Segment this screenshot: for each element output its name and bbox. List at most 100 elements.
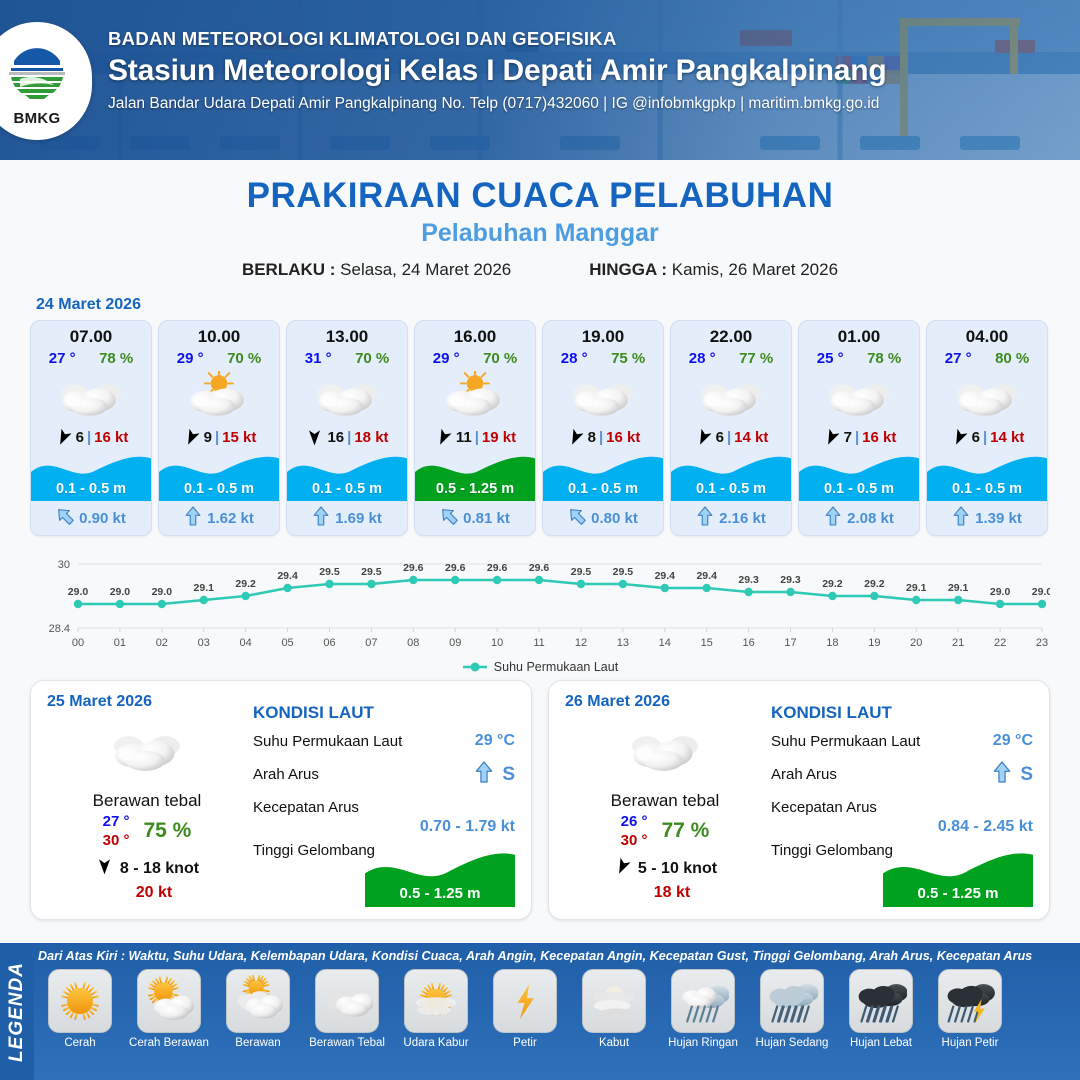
clouds-icon xyxy=(315,969,379,1033)
current-direction-label: Arah Arus xyxy=(771,766,837,783)
sea-condition-title: KONDISI LAUT xyxy=(253,703,374,722)
card-weather-icon xyxy=(159,367,279,423)
svg-text:29.5: 29.5 xyxy=(571,566,592,578)
card-time: 07.00 xyxy=(69,327,113,346)
forecast-card[interactable]: 07.00 27 ° 78 % 6 | xyxy=(30,320,152,536)
current-direction-row: Arah Arus S xyxy=(253,759,515,790)
forecast-card[interactable]: 19.00 28 ° 75 % 8 | xyxy=(542,320,664,536)
daily-forecast-panel[interactable]: 26 Maret 2026 Berawan tebal 26 ° 30 xyxy=(548,680,1050,920)
legend-item-label: Udara Kabur xyxy=(403,1037,469,1049)
current-direction-arrow-icon xyxy=(440,505,459,532)
legend-item-label: Berawan Tebal xyxy=(309,1037,385,1049)
valid-to-label: HINGGA : xyxy=(589,260,667,279)
card-humidity: 70 % xyxy=(355,350,390,367)
legend-icon-list: Cerah Cerah Berawan xyxy=(38,969,1072,1049)
card-wind-separator: | xyxy=(86,428,92,446)
bmkg-logo-text: BMKG xyxy=(13,110,61,127)
card-wind-separator: | xyxy=(854,428,860,446)
current-direction-arrow-icon xyxy=(56,505,75,532)
card-air-temperature: 31 ° xyxy=(304,350,332,367)
card-wind-row: 7 | 16 kt xyxy=(799,423,919,451)
svg-text:29.1: 29.1 xyxy=(194,582,215,594)
card-air-temperature: 27 ° xyxy=(48,350,76,367)
card-wind-direction-value: 16 xyxy=(327,428,345,446)
current-direction-value-group: S xyxy=(474,759,515,790)
card-current-row: 0.90 kt xyxy=(31,501,151,535)
current-direction-arrow-icon xyxy=(824,505,842,532)
legend-item-label: Hujan Petir xyxy=(941,1037,999,1049)
legend-item-label: Hujan Ringan xyxy=(668,1037,738,1049)
card-air-temperature: 25 ° xyxy=(816,350,844,367)
sst-value: 29 °C xyxy=(474,732,515,749)
forecast-card[interactable]: 16.00 29 ° 70 % xyxy=(414,320,536,536)
card-wave-height: 0.1 - 0.5 m xyxy=(567,481,639,497)
card-weather-icon xyxy=(543,367,663,423)
card-wind-row: 6 | 14 kt xyxy=(927,423,1047,451)
forecast-card[interactable]: 10.00 29 ° 70 % xyxy=(158,320,280,536)
card-temp-hum-row: 28 ° 77 % xyxy=(671,347,791,367)
svg-text:03: 03 xyxy=(198,637,210,649)
legend-item-label: Kabut xyxy=(598,1037,630,1049)
current-speed-row: Kecepatan Arus 0.70 - 1.79 kt xyxy=(253,799,515,836)
svg-text:29.0: 29.0 xyxy=(990,586,1011,598)
card-current-speed: 0.80 kt xyxy=(591,509,638,527)
panel-condition: Berawan tebal xyxy=(92,791,202,810)
daily-forecast-panel[interactable]: 25 Maret 2026 Berawan tebal 27 ° 30 xyxy=(30,680,532,920)
svg-text:29.1: 29.1 xyxy=(906,582,927,594)
forecast-card[interactable]: 22.00 28 ° 77 % 6 | xyxy=(670,320,792,536)
svg-text:15: 15 xyxy=(701,637,713,649)
card-wave-block: 0.1 - 0.5 m xyxy=(799,451,919,501)
card-wave-block: 0.1 - 0.5 m xyxy=(31,451,151,501)
validity-row: BERLAKU : Selasa, 24 Maret 2026 HINGGA :… xyxy=(0,260,1080,280)
card-wind-separator: | xyxy=(347,428,352,446)
card-gust-speed: 16 kt xyxy=(862,428,897,446)
legend-item: Cerah Berawan xyxy=(127,969,211,1049)
card-wind-direction-value: 7 xyxy=(843,428,852,446)
card-humidity: 78 % xyxy=(99,350,134,367)
card-temp-hum-row: 31 ° 70 % xyxy=(287,347,407,367)
station-name: Stasiun Meteorologi Kelas I Depati Amir … xyxy=(108,54,887,87)
panel-temp-col: 27 ° 30 ° xyxy=(103,813,130,849)
card-time: 16.00 xyxy=(453,327,497,346)
sea-condition-title: KONDISI LAUT xyxy=(771,703,892,722)
port-name: Pelabuhan Manggar xyxy=(421,219,659,247)
forecast-card[interactable]: 13.00 31 ° 70 % 16 | xyxy=(286,320,408,536)
current-direction-value-group: S xyxy=(992,759,1033,790)
cloud-sun-small-icon xyxy=(226,969,290,1033)
svg-text:29.6: 29.6 xyxy=(445,562,466,574)
card-temp-hum-row: 25 ° 78 % xyxy=(799,347,919,367)
sun-icon xyxy=(48,969,112,1033)
card-wind-separator: | xyxy=(982,428,988,446)
legend-item: Hujan Petir xyxy=(928,969,1012,1049)
panel-wave-value: 0.5 - 1.25 m xyxy=(399,885,481,902)
legend-bar: LEGENDA Dari Atas Kiri : Waktu, Suhu Uda… xyxy=(0,943,1080,1080)
sst-chart: 30 28.4 00 01 02 03 04 05 06 07 08 09 10 11 12 13 14 15 16… xyxy=(30,546,1050,658)
card-wind-row: 6 | 16 kt xyxy=(31,423,151,451)
card-wave-block: 0.1 - 0.5 m xyxy=(159,451,279,501)
valid-to: HINGGA : Kamis, 26 Maret 2026 xyxy=(589,260,838,280)
card-wind-separator: | xyxy=(598,428,604,446)
svg-text:29.0: 29.0 xyxy=(152,586,173,598)
bmkg-logo-mark xyxy=(9,42,65,99)
legend-item: Hujan Sedang xyxy=(750,969,834,1049)
card-current-speed: 2.16 kt xyxy=(719,509,766,527)
forecast-card[interactable]: 04.00 27 ° 80 % 6 | xyxy=(926,320,1048,536)
card-wind-direction-value: 11 xyxy=(455,428,472,446)
card-wind-direction-value: 6 xyxy=(971,428,980,446)
svg-text:29.1: 29.1 xyxy=(948,582,969,594)
sst-label: Suhu Permukaan Laut xyxy=(771,732,921,750)
light-rain-icon xyxy=(671,969,735,1033)
panel-temp-min: 26 ° xyxy=(620,813,648,830)
svg-text:29.0: 29.0 xyxy=(1032,586,1050,598)
sst-row: Suhu Permukaan Laut 29 °C xyxy=(253,732,515,750)
card-wave-height: 0.1 - 0.5 m xyxy=(951,481,1023,497)
card-wind-row: 6 | 14 kt xyxy=(671,423,791,451)
panel-wind-direction-arrow-icon xyxy=(613,857,632,881)
card-wind-separator: | xyxy=(214,428,220,446)
thunderstorm-icon xyxy=(938,969,1002,1033)
current-direction-arrow-icon xyxy=(568,505,587,532)
legend-side-label: LEGENDA xyxy=(6,961,27,1062)
card-time: 10.00 xyxy=(197,327,241,346)
forecast-card[interactable]: 01.00 25 ° 78 % 7 | xyxy=(798,320,920,536)
card-wave-block: 0.1 - 0.5 m xyxy=(671,451,791,501)
